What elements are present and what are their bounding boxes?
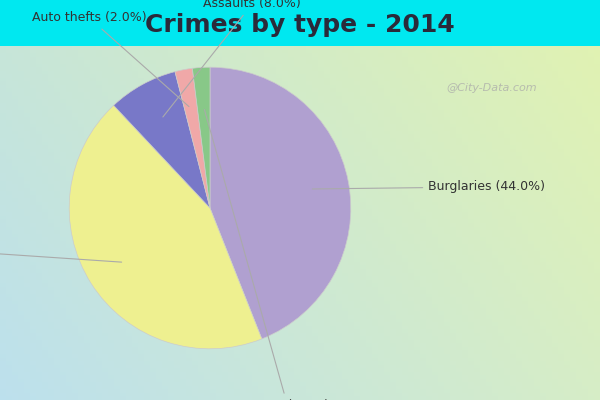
Text: @City-Data.com: @City-Data.com bbox=[446, 84, 538, 94]
Text: Auto thefts (2.0%): Auto thefts (2.0%) bbox=[32, 12, 189, 106]
Wedge shape bbox=[113, 72, 210, 208]
Text: Rapes (2.0%): Rapes (2.0%) bbox=[205, 110, 329, 400]
Wedge shape bbox=[193, 67, 210, 208]
Wedge shape bbox=[175, 68, 210, 208]
Text: Crimes by type - 2014: Crimes by type - 2014 bbox=[145, 13, 455, 37]
Text: Assaults (8.0%): Assaults (8.0%) bbox=[163, 0, 301, 117]
Wedge shape bbox=[210, 67, 351, 339]
Text: Thefts (44.0%): Thefts (44.0%) bbox=[0, 244, 122, 262]
Wedge shape bbox=[69, 105, 262, 349]
Text: Burglaries (44.0%): Burglaries (44.0%) bbox=[313, 180, 545, 193]
